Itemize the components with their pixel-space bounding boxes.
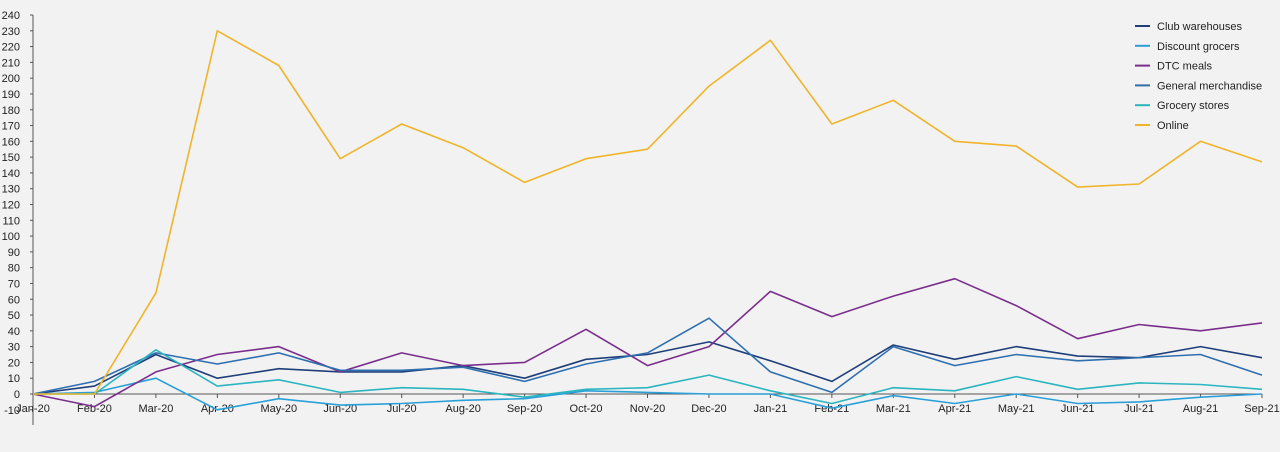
- y-tick-label: 50: [8, 310, 20, 322]
- y-tick-label: 200: [2, 73, 20, 85]
- y-tick-label: 70: [8, 278, 20, 290]
- series-line-grocery-stores: [33, 348, 1263, 405]
- legend-label: Online: [1157, 120, 1189, 132]
- y-tick-label: 150: [2, 152, 20, 164]
- y-tick-label: 230: [2, 26, 20, 38]
- legend-label: DTC meals: [1157, 61, 1213, 73]
- x-tick-label: Apr-21: [938, 403, 971, 415]
- x-tick-label: Jan-21: [754, 403, 788, 415]
- x-tick-label: Aug-21: [1183, 403, 1218, 415]
- y-tick-label: 220: [2, 42, 20, 54]
- series-line-dtc-meals: [32, 277, 1263, 408]
- y-tick-label: 90: [8, 247, 20, 259]
- y-tick-label: 20: [8, 357, 20, 369]
- x-tick-label: Mar-21: [876, 403, 911, 415]
- y-tick-label: 120: [2, 200, 20, 212]
- y-tick-label: 190: [2, 89, 20, 101]
- y-tick-label: 30: [8, 342, 20, 354]
- series-line-club-warehouses: [32, 341, 1263, 395]
- series-line-general-merchandise: [32, 317, 1263, 395]
- y-tick-label: 0: [14, 389, 20, 401]
- legend-label: Grocery stores: [1157, 100, 1230, 112]
- legend: Club warehouses Discount grocers DTC meals…: [1135, 21, 1262, 132]
- x-tick-label: Dec-20: [691, 403, 726, 415]
- x-tick-label: Jul-21: [1124, 403, 1154, 415]
- y-tick-label: 140: [2, 168, 20, 180]
- y-tick-label: 170: [2, 121, 20, 133]
- y-tick-label: 40: [8, 326, 20, 338]
- y-tick-label: 10: [8, 373, 20, 385]
- legend-label: Club warehouses: [1157, 21, 1242, 33]
- series-line-discount-grocers: [32, 377, 1263, 411]
- x-tick-label: May-20: [260, 403, 297, 415]
- y-tick-label: 180: [2, 105, 20, 117]
- y-tick-label: 100: [2, 231, 20, 243]
- x-tick-label: Sep-21: [1244, 403, 1279, 415]
- x-tick-label: Feb-20: [77, 403, 112, 415]
- y-tick-label: 210: [2, 57, 20, 69]
- y-tick-label: 240: [2, 10, 20, 22]
- y-tick-label: 130: [2, 184, 20, 196]
- x-tick-label: Oct-20: [570, 403, 603, 415]
- x-tick-label: Jun-20: [323, 403, 357, 415]
- axes: -10 0 10 20 30 40 50 60 70 80 90 100 110 120 130 140 150…: [2, 10, 1280, 425]
- x-tick-label: Aug-20: [445, 403, 480, 415]
- x-tick-label: Jun-21: [1061, 403, 1095, 415]
- series-lines: [32, 29, 1263, 411]
- y-tick-label: 80: [8, 263, 20, 275]
- y-tick-label: 60: [8, 294, 20, 306]
- y-tick-label: 160: [2, 136, 20, 148]
- x-tick-label: Sep-20: [507, 403, 542, 415]
- x-tick-label: Nov-20: [630, 403, 665, 415]
- x-tick-label: Mar-20: [138, 403, 173, 415]
- x-tick-label: Jul-20: [387, 403, 417, 415]
- y-tick-label: -10: [4, 405, 20, 417]
- legend-label: Discount grocers: [1157, 41, 1240, 53]
- series-line-online: [33, 29, 1263, 395]
- y-tick-label: 110: [2, 215, 20, 227]
- legend-label: General merchandise: [1157, 80, 1262, 92]
- x-tick-label: Jan-20: [16, 403, 50, 415]
- x-tick-label: May-21: [998, 403, 1035, 415]
